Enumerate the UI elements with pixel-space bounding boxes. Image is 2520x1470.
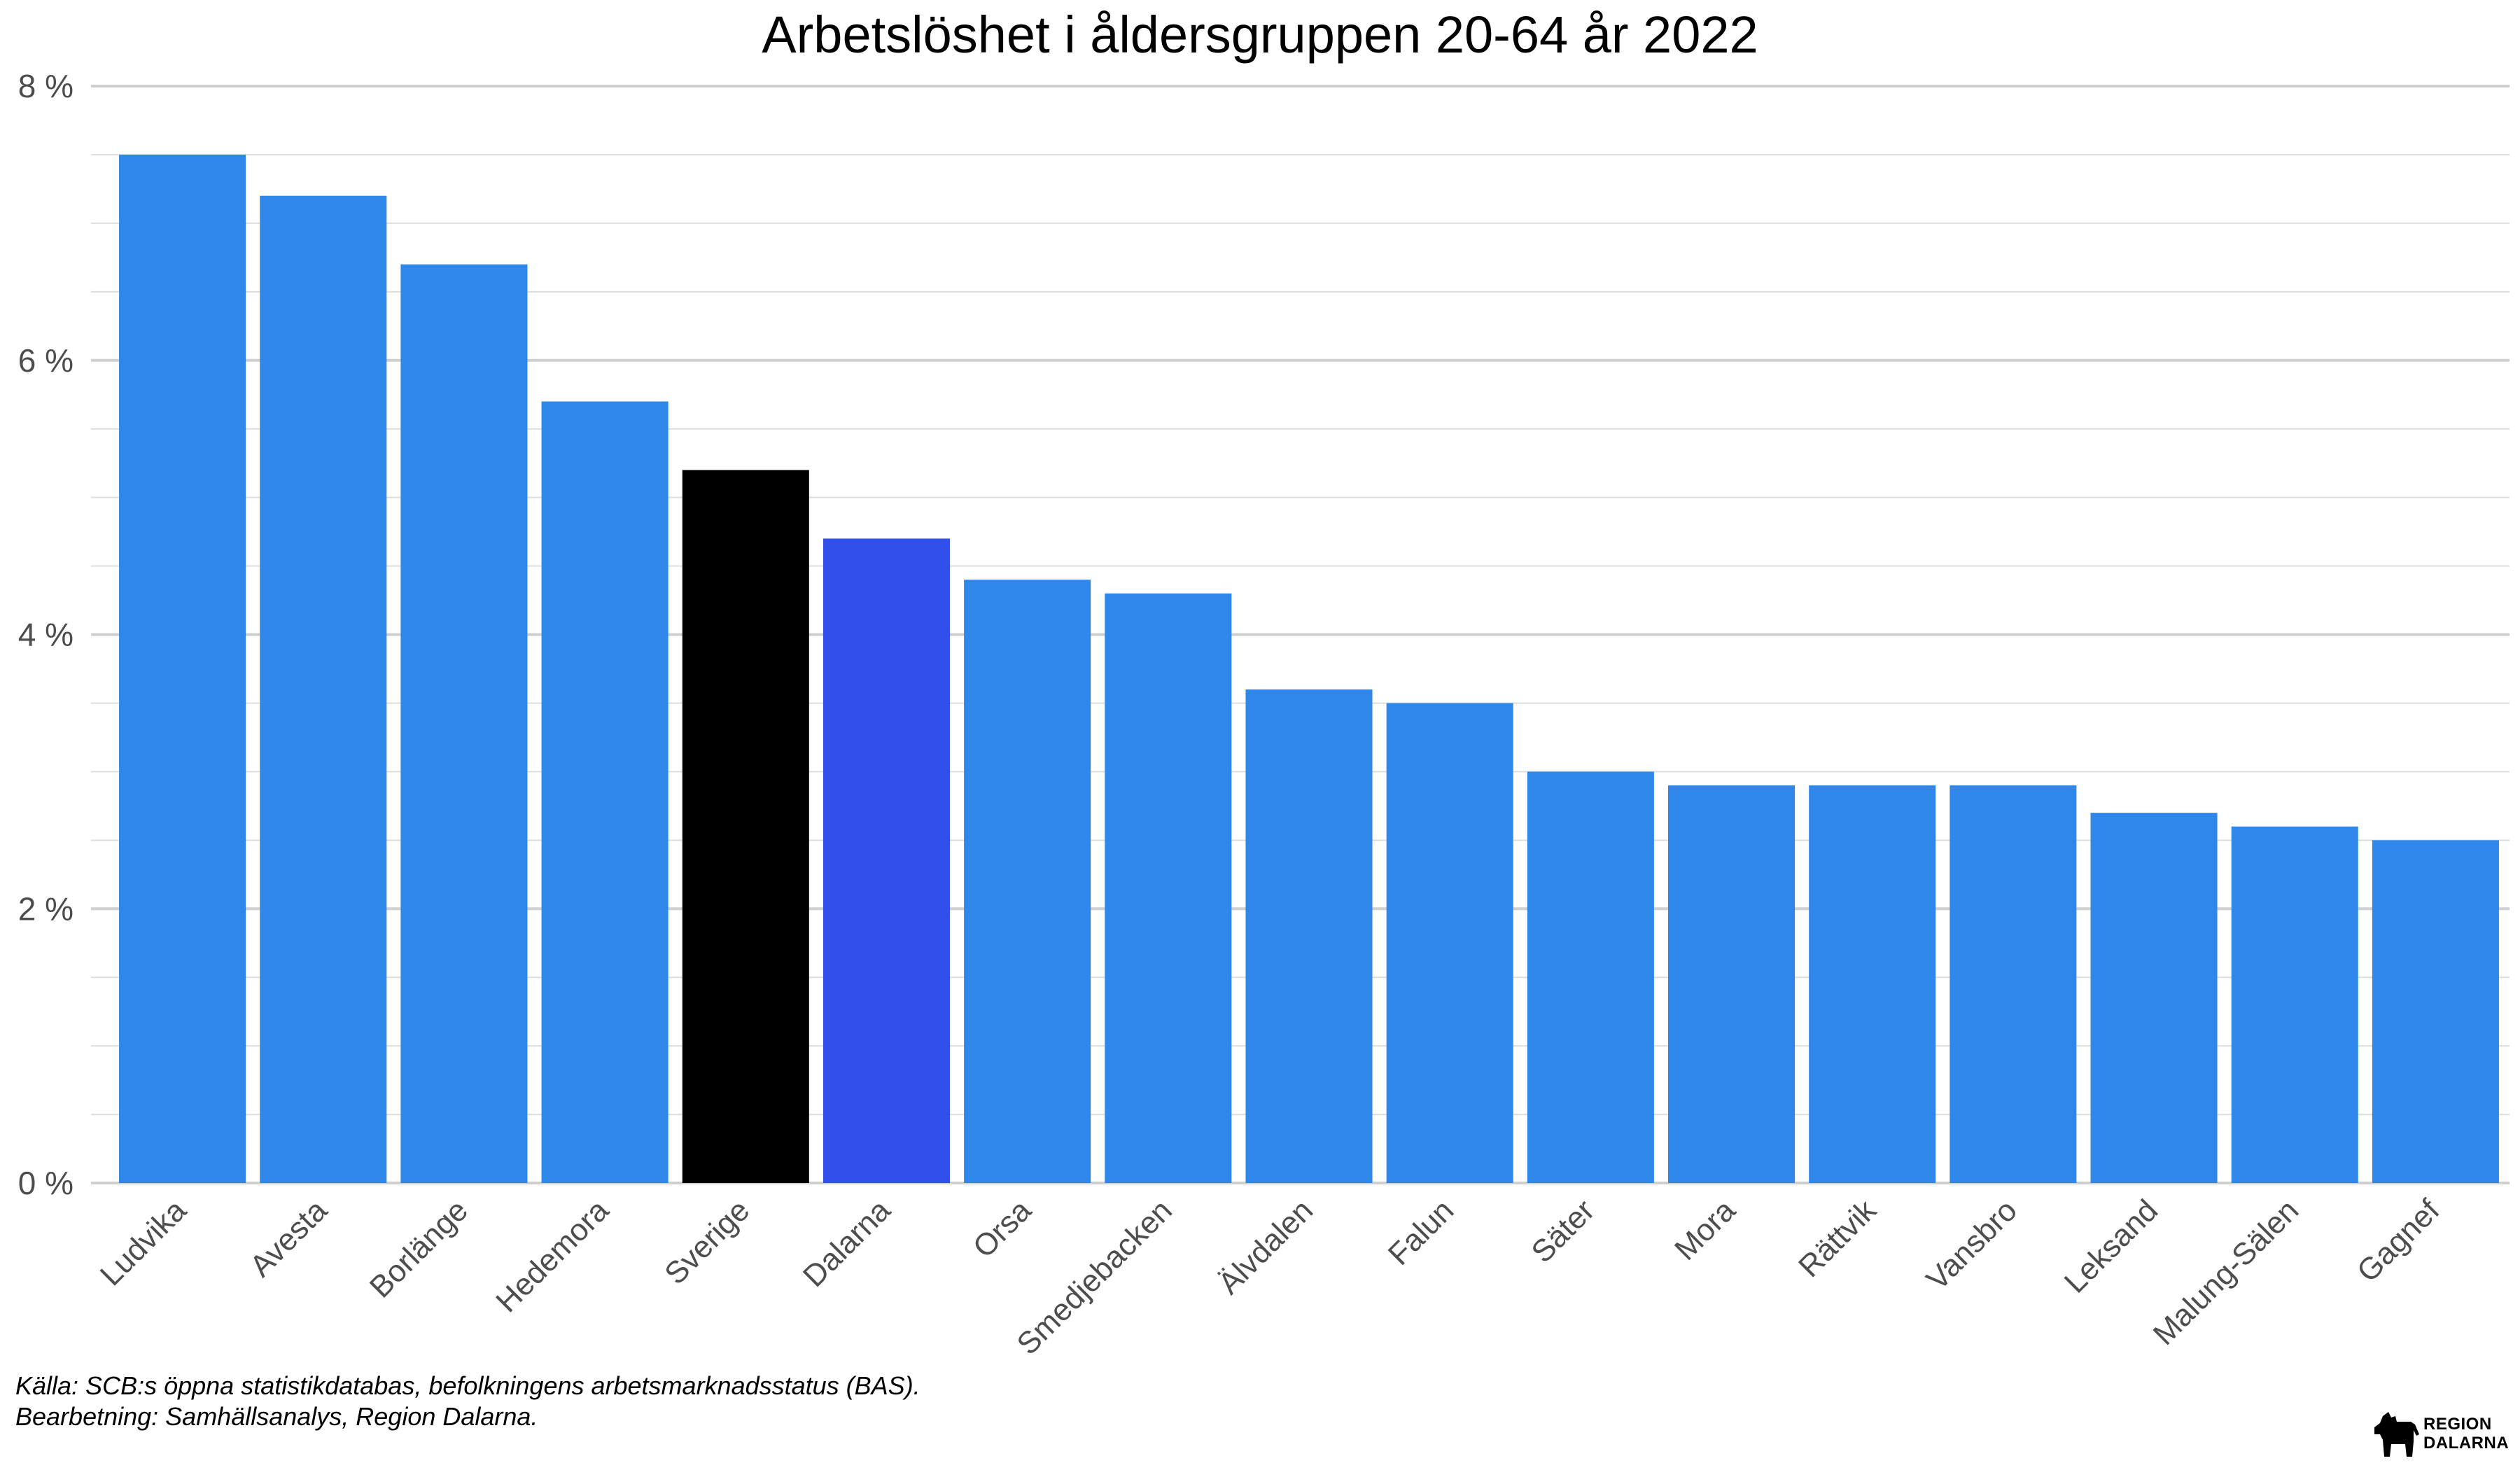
bar bbox=[2090, 813, 2218, 1183]
logo-line-1: REGION bbox=[2423, 1415, 2492, 1434]
y-axis-ticks: 0 % 2 % 4 % 6 % 8 % bbox=[18, 68, 74, 1201]
y-tick-label: 0 % bbox=[18, 1165, 74, 1201]
bar bbox=[2231, 826, 2358, 1183]
x-tick-label: Sverige bbox=[658, 1193, 756, 1291]
x-tick-label: Ludvika bbox=[94, 1193, 193, 1292]
bar bbox=[1105, 593, 1232, 1183]
bar bbox=[1949, 785, 2077, 1183]
x-tick-label: Vansbro bbox=[1920, 1193, 2024, 1296]
bar bbox=[2372, 840, 2499, 1183]
y-tick-label: 4 % bbox=[18, 617, 74, 653]
bar bbox=[682, 470, 809, 1183]
bar bbox=[400, 264, 528, 1184]
bar bbox=[1668, 785, 1795, 1183]
y-tick-label: 2 % bbox=[18, 890, 74, 927]
source-caption: Källa: SCB:s öppna statistikdatabas, bef… bbox=[15, 1371, 920, 1400]
y-tick-label: 6 % bbox=[18, 342, 74, 379]
x-tick-label: Älvdalen bbox=[1212, 1193, 1320, 1301]
x-tick-label: Rättvik bbox=[1792, 1193, 1883, 1284]
x-tick-label: Dalarna bbox=[797, 1193, 897, 1294]
bar bbox=[1809, 785, 1936, 1183]
x-tick-label: Avesta bbox=[244, 1193, 335, 1284]
chart-title: Arbetslöshet i åldersgruppen 20-64 år 20… bbox=[762, 6, 1758, 64]
bar bbox=[541, 401, 668, 1184]
processing-caption: Bearbetning: Samhällsanalys, Region Dala… bbox=[15, 1402, 538, 1431]
x-tick-label: Orsa bbox=[967, 1193, 1038, 1264]
bar bbox=[964, 580, 1091, 1183]
x-tick-label: Hedemora bbox=[489, 1193, 615, 1319]
bars bbox=[119, 154, 2499, 1184]
logo-line-2: DALARNA bbox=[2423, 1434, 2510, 1452]
x-axis-ticks: Ludvika Avesta Borlänge Hedemora Sverige Dala… bbox=[94, 1193, 2446, 1362]
region-dalarna-logo: REGION DALARNA bbox=[2373, 1410, 2509, 1460]
bar bbox=[119, 154, 246, 1183]
x-tick-label: Leksand bbox=[2058, 1193, 2164, 1299]
bar bbox=[1245, 689, 1373, 1183]
dala-horse-icon bbox=[2374, 1412, 2419, 1457]
bar bbox=[822, 538, 950, 1183]
logo-text: REGION DALARNA bbox=[2423, 1415, 2509, 1452]
bar bbox=[1386, 703, 1513, 1183]
bar bbox=[260, 195, 387, 1184]
x-tick-label: Malung-Sälen bbox=[2147, 1193, 2306, 1352]
y-tick-label: 8 % bbox=[18, 68, 74, 104]
x-tick-label: Falun bbox=[1382, 1193, 1460, 1271]
bar bbox=[1527, 771, 1654, 1183]
x-tick-label: Säter bbox=[1525, 1193, 1601, 1269]
x-tick-label: Borlänge bbox=[363, 1193, 475, 1304]
x-tick-label: Mora bbox=[1668, 1193, 1742, 1267]
x-tick-label: Gagnef bbox=[2351, 1193, 2446, 1289]
